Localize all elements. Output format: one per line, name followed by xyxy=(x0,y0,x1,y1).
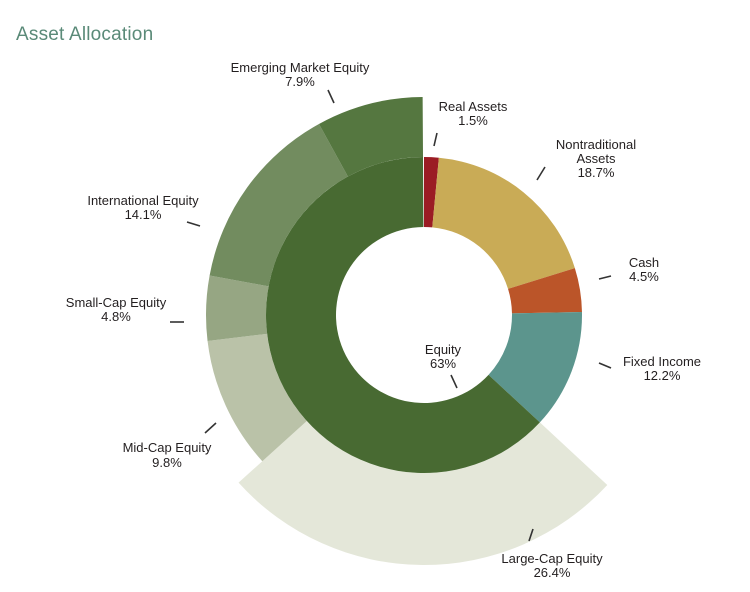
value-label-nontraditional-assets: 18.7% xyxy=(578,165,615,180)
leader-line-fixed-income xyxy=(598,362,612,369)
inner-slice-equity xyxy=(266,157,540,473)
chart-title: Asset Allocation xyxy=(16,24,154,45)
leader-line-international-equity xyxy=(186,221,201,227)
leader-line-cash xyxy=(598,275,612,280)
outer-slice-small-cap-equity xyxy=(205,275,269,341)
leader-line-emerging-market-equity xyxy=(327,89,335,104)
value-label-large-cap-equity: 26.4% xyxy=(534,565,571,580)
value-label-real-assets: 1.5% xyxy=(458,113,488,128)
inner-ring xyxy=(266,157,582,473)
leader-line-mid-cap-equity xyxy=(204,422,217,434)
outer-ring xyxy=(205,97,608,565)
outer-slice-international-equity xyxy=(209,123,348,287)
value-label-small-cap-equity: 4.8% xyxy=(101,309,131,324)
name-label-large-cap-equity: Large-Cap Equity xyxy=(501,551,603,566)
inner-slice-real-assets xyxy=(424,157,439,228)
name-label-equity: Equity xyxy=(425,342,462,357)
name-label-mid-cap-equity: Mid-Cap Equity xyxy=(123,440,212,455)
outer-slice-emerging-market-equity xyxy=(318,97,424,177)
name-label-international-equity: International Equity xyxy=(87,193,199,208)
name-label-small-cap-equity: Small-Cap Equity xyxy=(66,295,167,310)
value-label-fixed-income: 12.2% xyxy=(644,368,681,383)
name-label-nontraditional-assets: Assets xyxy=(576,151,616,166)
leader-line-real-assets xyxy=(433,132,438,147)
leader-line-equity xyxy=(450,374,458,389)
value-label-mid-cap-equity: 9.8% xyxy=(152,455,182,470)
name-label-real-assets: Real Assets xyxy=(439,99,508,114)
inner-slice-cash xyxy=(508,268,582,314)
value-label-international-equity: 14.1% xyxy=(125,207,162,222)
name-label-nontraditional-assets: Nontraditional xyxy=(556,137,636,152)
leader-line-nontraditional-assets xyxy=(536,166,546,181)
outer-slice-mid-cap-equity xyxy=(207,333,307,462)
inner-slice-nontraditional-assets xyxy=(432,157,575,289)
value-label-emerging-market-equity: 7.9% xyxy=(285,74,315,89)
name-label-fixed-income: Fixed Income xyxy=(623,354,701,369)
leader-line-large-cap-equity xyxy=(528,528,534,542)
inner-slice-fixed-income xyxy=(488,312,582,423)
name-label-cash: Cash xyxy=(629,255,659,270)
outer-slice-large-cap-equity xyxy=(238,420,608,565)
name-label-emerging-market-equity: Emerging Market Equity xyxy=(231,60,370,75)
value-label-cash: 4.5% xyxy=(629,269,659,284)
value-label-equity: 63% xyxy=(430,356,456,371)
leader-lines xyxy=(170,89,612,542)
